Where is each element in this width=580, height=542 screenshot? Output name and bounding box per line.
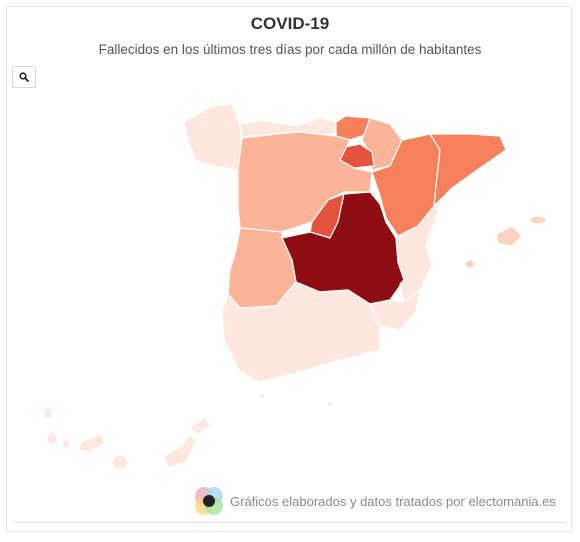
region-baleares-mallorca[interactable] (495, 225, 523, 247)
region-canarias-6[interactable] (163, 433, 197, 469)
region-canarias-7[interactable] (189, 415, 211, 435)
chart-title: COVID-19 (250, 14, 330, 33)
region-canarias-3[interactable] (61, 439, 71, 449)
region-baleares-ibiza[interactable] (464, 259, 476, 269)
region-andalucia[interactable] (221, 281, 381, 383)
electomania-logo-icon (195, 487, 223, 515)
region-baleares-menorca[interactable] (529, 215, 547, 225)
spain-map (43, 103, 547, 470)
footer-credit: Gráficos elaborados y datos tratados por… (230, 494, 556, 509)
footer-divider (14, 522, 566, 523)
zoom-button[interactable] (12, 66, 36, 88)
search-icon (19, 72, 29, 82)
region-canarias-5[interactable] (111, 454, 129, 470)
region-cataluna[interactable] (429, 133, 507, 207)
region-galicia[interactable] (183, 103, 243, 171)
region-canarias-4[interactable] (79, 433, 105, 453)
region-canarias-1[interactable] (43, 408, 53, 420)
region-canarias-2[interactable] (46, 431, 58, 445)
chart-subtitle: Fallecidos en los últimos tres días por … (98, 42, 482, 57)
region-melilla[interactable] (326, 401, 334, 407)
region-ceuta[interactable] (258, 393, 266, 399)
